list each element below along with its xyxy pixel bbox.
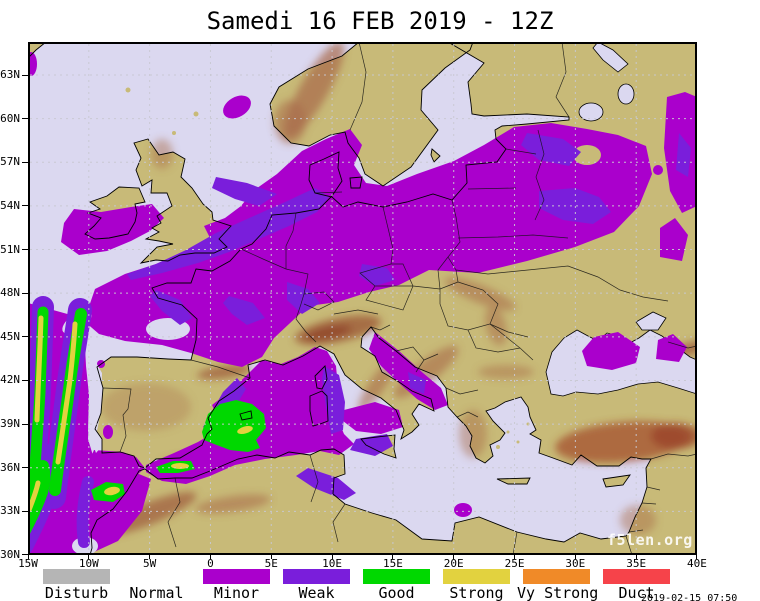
legend-label-disturb: Disturb [44,584,109,601]
lat-axis: 63N 60N 57N 54N 51N 48N 45N 42N 39N 36N 33N 30N [0,42,28,561]
lat-tick-label: 33N [0,504,20,518]
lon-tick-label: 20E [443,557,464,570]
lon-tick-label: 25E [504,557,525,570]
legend-item-good: Good [357,568,436,601]
lat-tick-label: 36N [0,460,20,474]
lon-tick-label: 10W [78,557,99,570]
lat-tick [22,379,28,381]
lat-tick-label: 30N [0,547,20,561]
lat-tick [22,510,28,512]
map-frame [28,42,697,555]
lon-tick [270,555,272,559]
lon-tick-label: 35E [626,557,647,570]
lat-tick [22,74,28,76]
legend-swatch-disturb [43,569,110,584]
lon-tick [209,555,211,559]
lon-tick-label: 15E [382,557,403,570]
lat-tick [22,292,28,294]
lon-tick [574,555,576,559]
map-container [28,42,697,555]
legend-label-good: Good [378,584,415,601]
lat-tick [22,118,28,120]
lat-tick [22,161,28,163]
lat-tick-label: 48N [0,286,20,300]
lon-tick [514,555,516,559]
legend-label-strong: Strong [449,584,504,601]
lon-tick-label: 5E [264,557,278,570]
coastline-layer [28,42,652,555]
terrain-layer [99,42,697,536]
lat-tick [22,205,28,207]
lon-tick-label: 30E [565,557,586,570]
lon-tick [635,555,637,559]
legend: Disturb Normal Minor Weak Good Strong Vy Stron… [0,568,760,601]
atlantic-bands [28,296,94,555]
graticule [30,44,695,553]
lat-tick [22,467,28,469]
legend-label-normal: Normal [129,584,184,601]
lat-tick-label: 60N [0,111,20,125]
lat-tick-label: 42N [0,373,20,387]
lat-tick [22,336,28,338]
lon-tick-label: 5W [143,557,157,570]
lon-tick [27,555,29,559]
lat-tick-label: 45N [0,329,20,343]
lon-tick-label: 10E [322,557,343,570]
legend-item-duct: Duct [597,568,676,601]
legend-label-weak: Weak [298,584,335,601]
lon-tick [696,555,698,559]
lon-tick [88,555,90,559]
lon-tick [392,555,394,559]
legend-label-duct: Duct [618,584,655,601]
legend-item-normal: Normal [117,568,196,601]
lat-tick [22,423,28,425]
legend-label-minor: Minor [213,584,260,601]
tropo-map-image [28,42,697,555]
lon-axis: 15W 10W 5W 0 5E 10E 15E 20E 25E 30E 35E 40E [18,555,707,571]
lat-tick-label: 51N [0,242,20,256]
map-title: Samedi 16 FEB 2019 - 12Z [206,7,554,35]
borders-layer [102,42,697,555]
lat-tick [22,554,28,556]
lon-tick [331,555,333,559]
timestamp: 2019-02-15 07:50 [641,593,738,601]
legend-item-weak: Weak [277,568,356,601]
legend-swatch-strong [443,569,510,584]
lat-tick-label: 54N [0,198,20,212]
lon-tick-label: 0 [207,557,214,570]
legend-swatch-duct [603,569,670,584]
lon-tick-label: 15W [18,557,38,570]
lon-tick [149,555,151,559]
legend-swatch-good [363,569,430,584]
legend-swatch-minor [203,569,270,584]
lat-tick-label: 57N [0,155,20,169]
watermark: f5len.org [607,531,693,549]
legend-item-strong: Strong [437,568,516,601]
legend-item-minor: Minor [197,568,276,601]
legend-item-disturb: Disturb [37,568,116,601]
legend-item-vystrong: Vy Strong [517,568,599,601]
legend-swatch-weak [283,569,350,584]
lon-tick [453,555,455,559]
lat-tick [22,249,28,251]
lat-tick-label: 39N [0,417,20,431]
lon-tick-label: 40E [687,557,707,570]
legend-label-vystrong: Vy Strong [517,584,599,601]
legend-swatch-vystrong [523,569,590,584]
lat-tick-label: 63N [0,68,20,81]
